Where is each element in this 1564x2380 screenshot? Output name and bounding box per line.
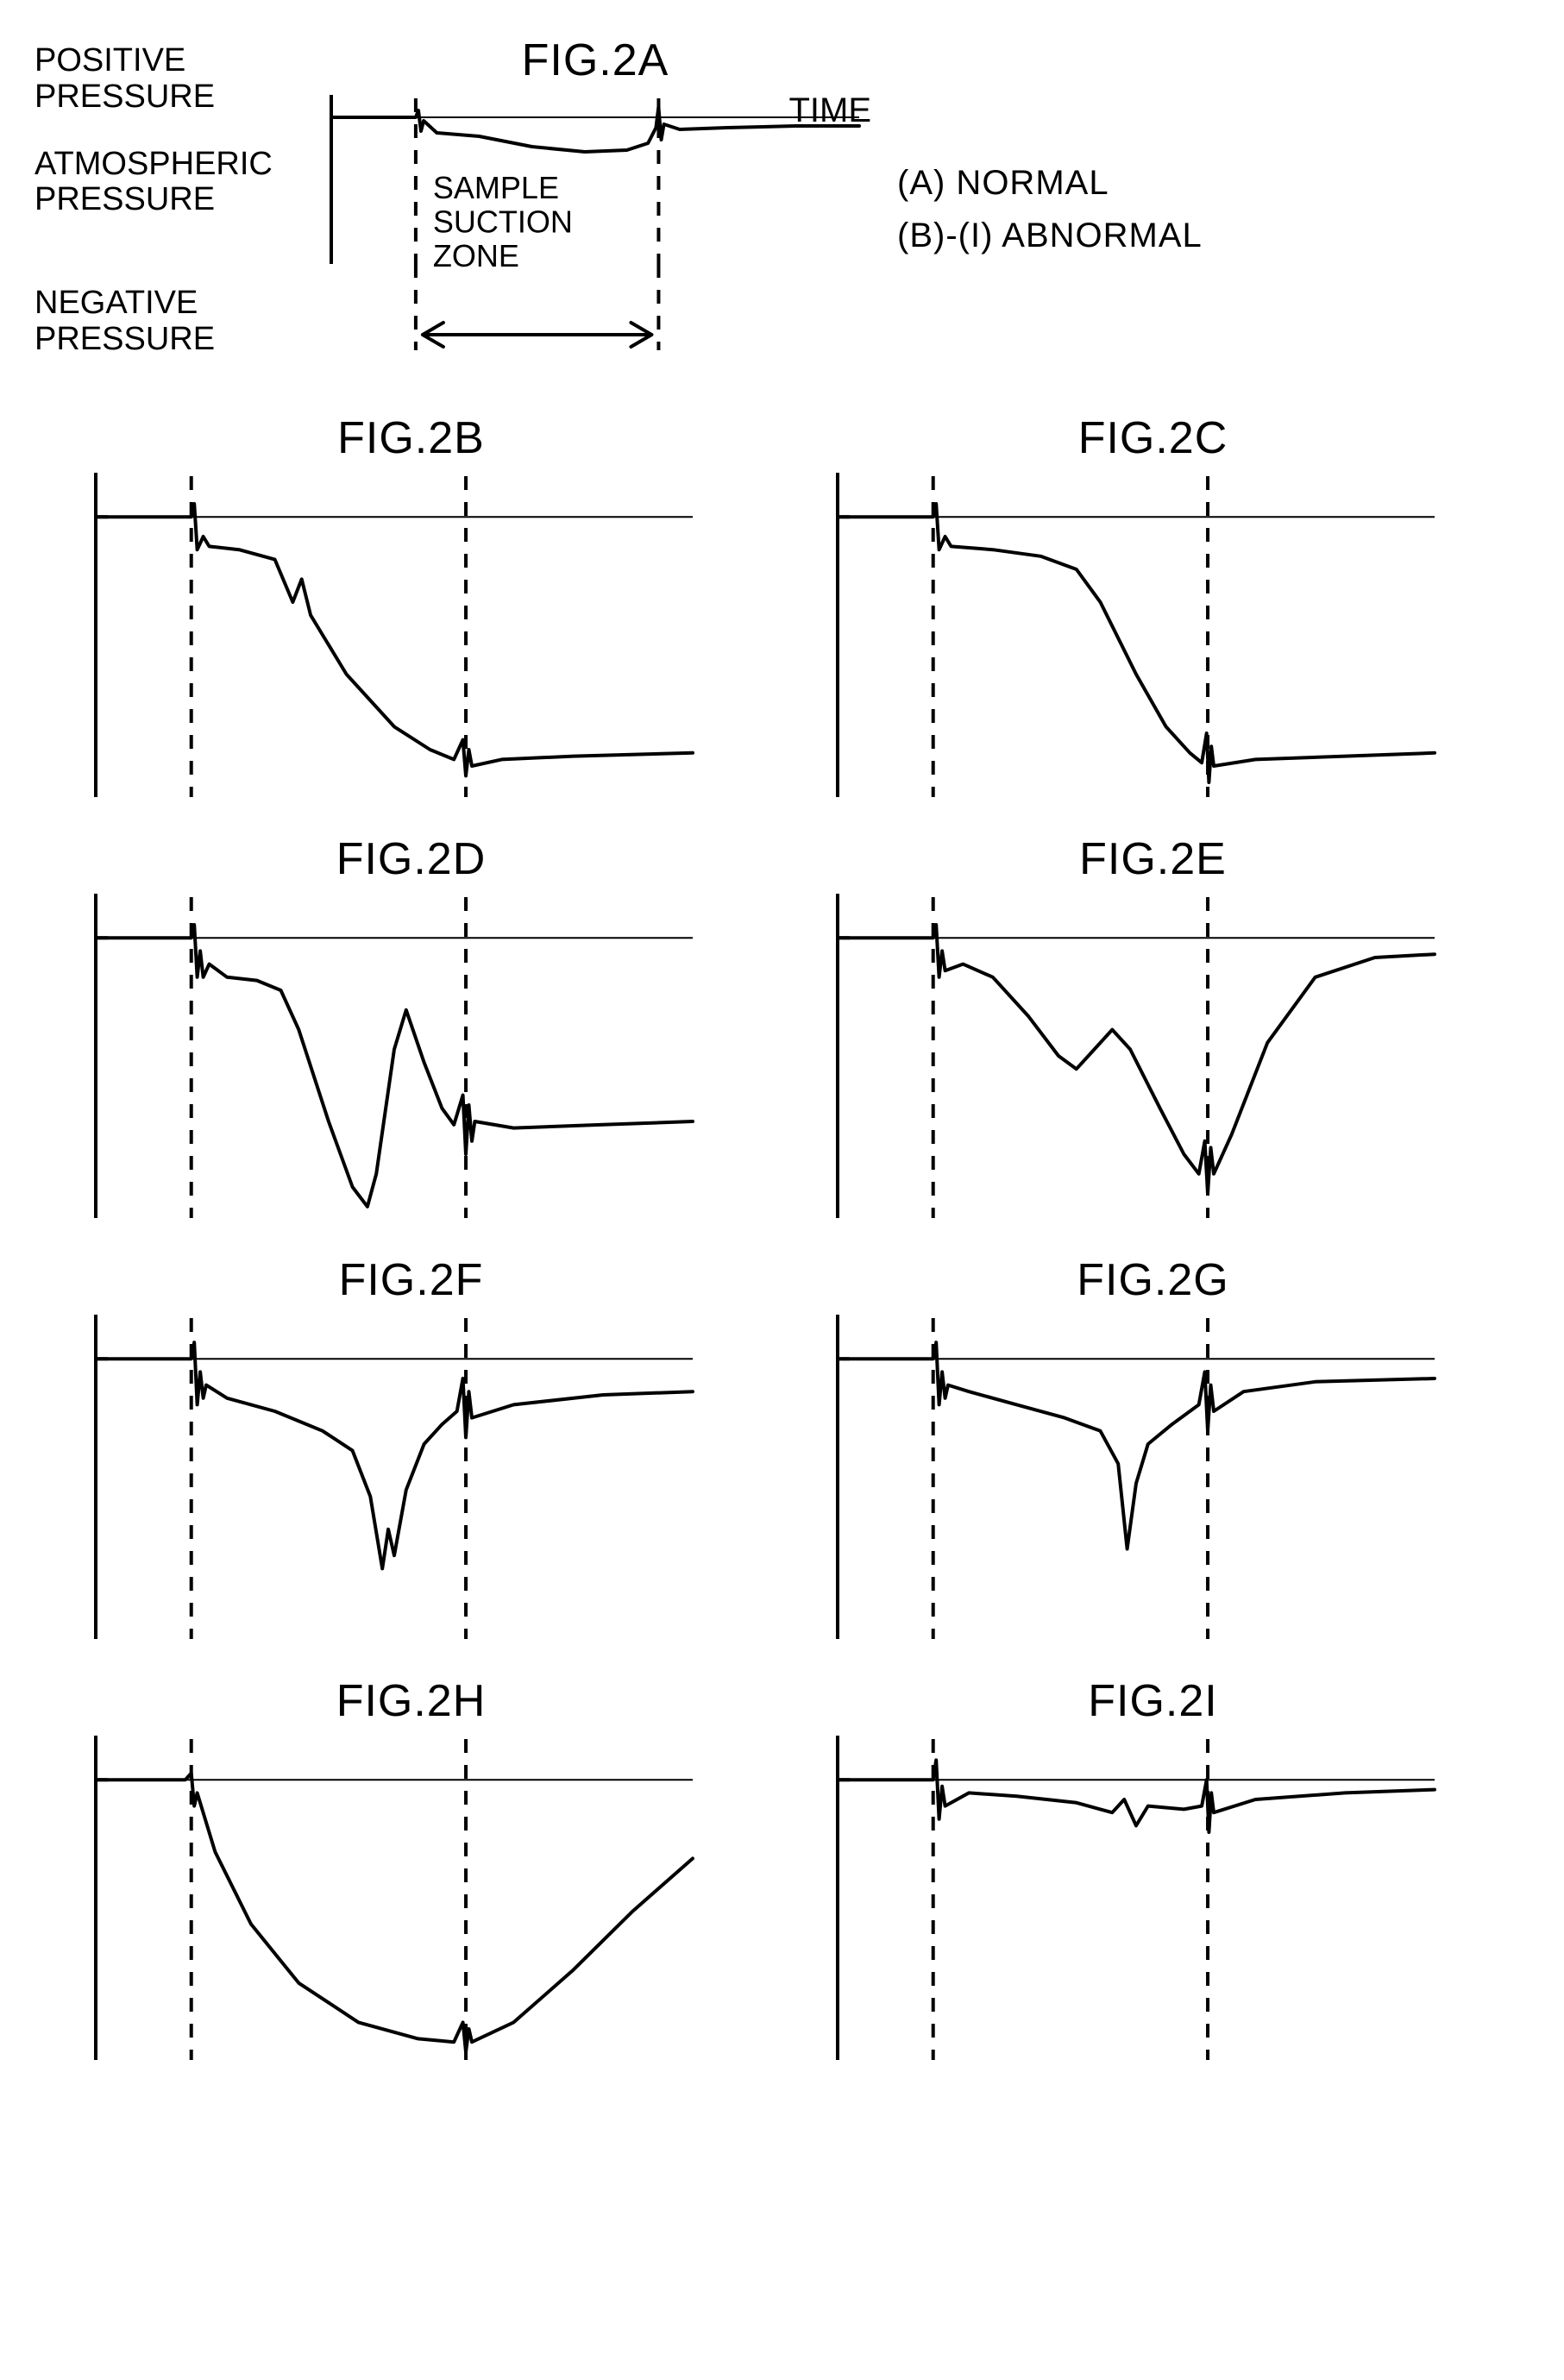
- legend-abnormal: (B)-(I) ABNORMAL: [897, 217, 1259, 255]
- fig-2a-chart: SAMPLESUCTIONZONE: [328, 93, 863, 378]
- time-axis-label: TIME: [788, 91, 871, 130]
- fig-2d-title: FIG.2D: [92, 833, 731, 885]
- left-axis-labels: POSITIVEPRESSURE ATMOSPHERICPRESSURE NEG…: [35, 35, 328, 365]
- fig-2c-title: FIG.2C: [834, 412, 1473, 464]
- fig-2f-title: FIG.2F: [92, 1254, 731, 1306]
- positive-pressure-label: POSITIVEPRESSURE: [35, 43, 328, 116]
- svg-text:SUCTION: SUCTION: [433, 204, 573, 240]
- fig-2e-title: FIG.2E: [834, 833, 1473, 885]
- fig-2i-cell: FIG.2I: [834, 1675, 1473, 2062]
- fig-2i-chart: [834, 1734, 1438, 2062]
- fig-2h-chart: [92, 1734, 696, 2062]
- fig-2b-cell: FIG.2B: [92, 412, 731, 799]
- fig-2e-cell: FIG.2E: [834, 833, 1473, 1220]
- fig-2g-cell: FIG.2G: [834, 1254, 1473, 1641]
- fig-2a-title: FIG.2A: [328, 35, 863, 86]
- fig-2c-cell: FIG.2C: [834, 412, 1473, 799]
- fig-2d-chart: [92, 892, 696, 1220]
- atmospheric-pressure-label: ATMOSPHERICPRESSURE: [35, 147, 328, 219]
- fig-2d-cell: FIG.2D: [92, 833, 731, 1220]
- svg-text:ZONE: ZONE: [433, 238, 519, 273]
- fig-2b-chart: [92, 471, 696, 799]
- legend-normal: (A) NORMAL: [897, 164, 1259, 203]
- fig-2g-chart: [834, 1313, 1438, 1641]
- fig-2g-title: FIG.2G: [834, 1254, 1473, 1306]
- fig-2i-title: FIG.2I: [834, 1675, 1473, 1727]
- fig-2a-row: POSITIVEPRESSURE ATMOSPHERICPRESSURE NEG…: [35, 35, 1529, 378]
- fig-2h-cell: FIG.2H: [92, 1675, 731, 2062]
- svg-text:SAMPLE: SAMPLE: [433, 170, 559, 205]
- fig-2f-chart: [92, 1313, 696, 1641]
- page: POSITIVEPRESSURE ATMOSPHERICPRESSURE NEG…: [35, 35, 1529, 2062]
- fig-2e-chart: [834, 892, 1438, 1220]
- fig-2c-chart: [834, 471, 1438, 799]
- fig-2b-title: FIG.2B: [92, 412, 731, 464]
- legend-block: (A) NORMAL (B)-(I) ABNORMAL: [863, 35, 1259, 269]
- negative-pressure-label: NEGATIVEPRESSURE: [35, 286, 328, 358]
- fig-2h-title: FIG.2H: [92, 1675, 731, 1727]
- fig-2f-cell: FIG.2F: [92, 1254, 731, 1641]
- figure-grid: FIG.2B FIG.2C FIG.2D FIG.2E FIG.2F FIG.2…: [92, 412, 1473, 2062]
- fig-2a-block: FIG.2A TIME SAMPLESUCTIONZONE: [328, 35, 863, 378]
